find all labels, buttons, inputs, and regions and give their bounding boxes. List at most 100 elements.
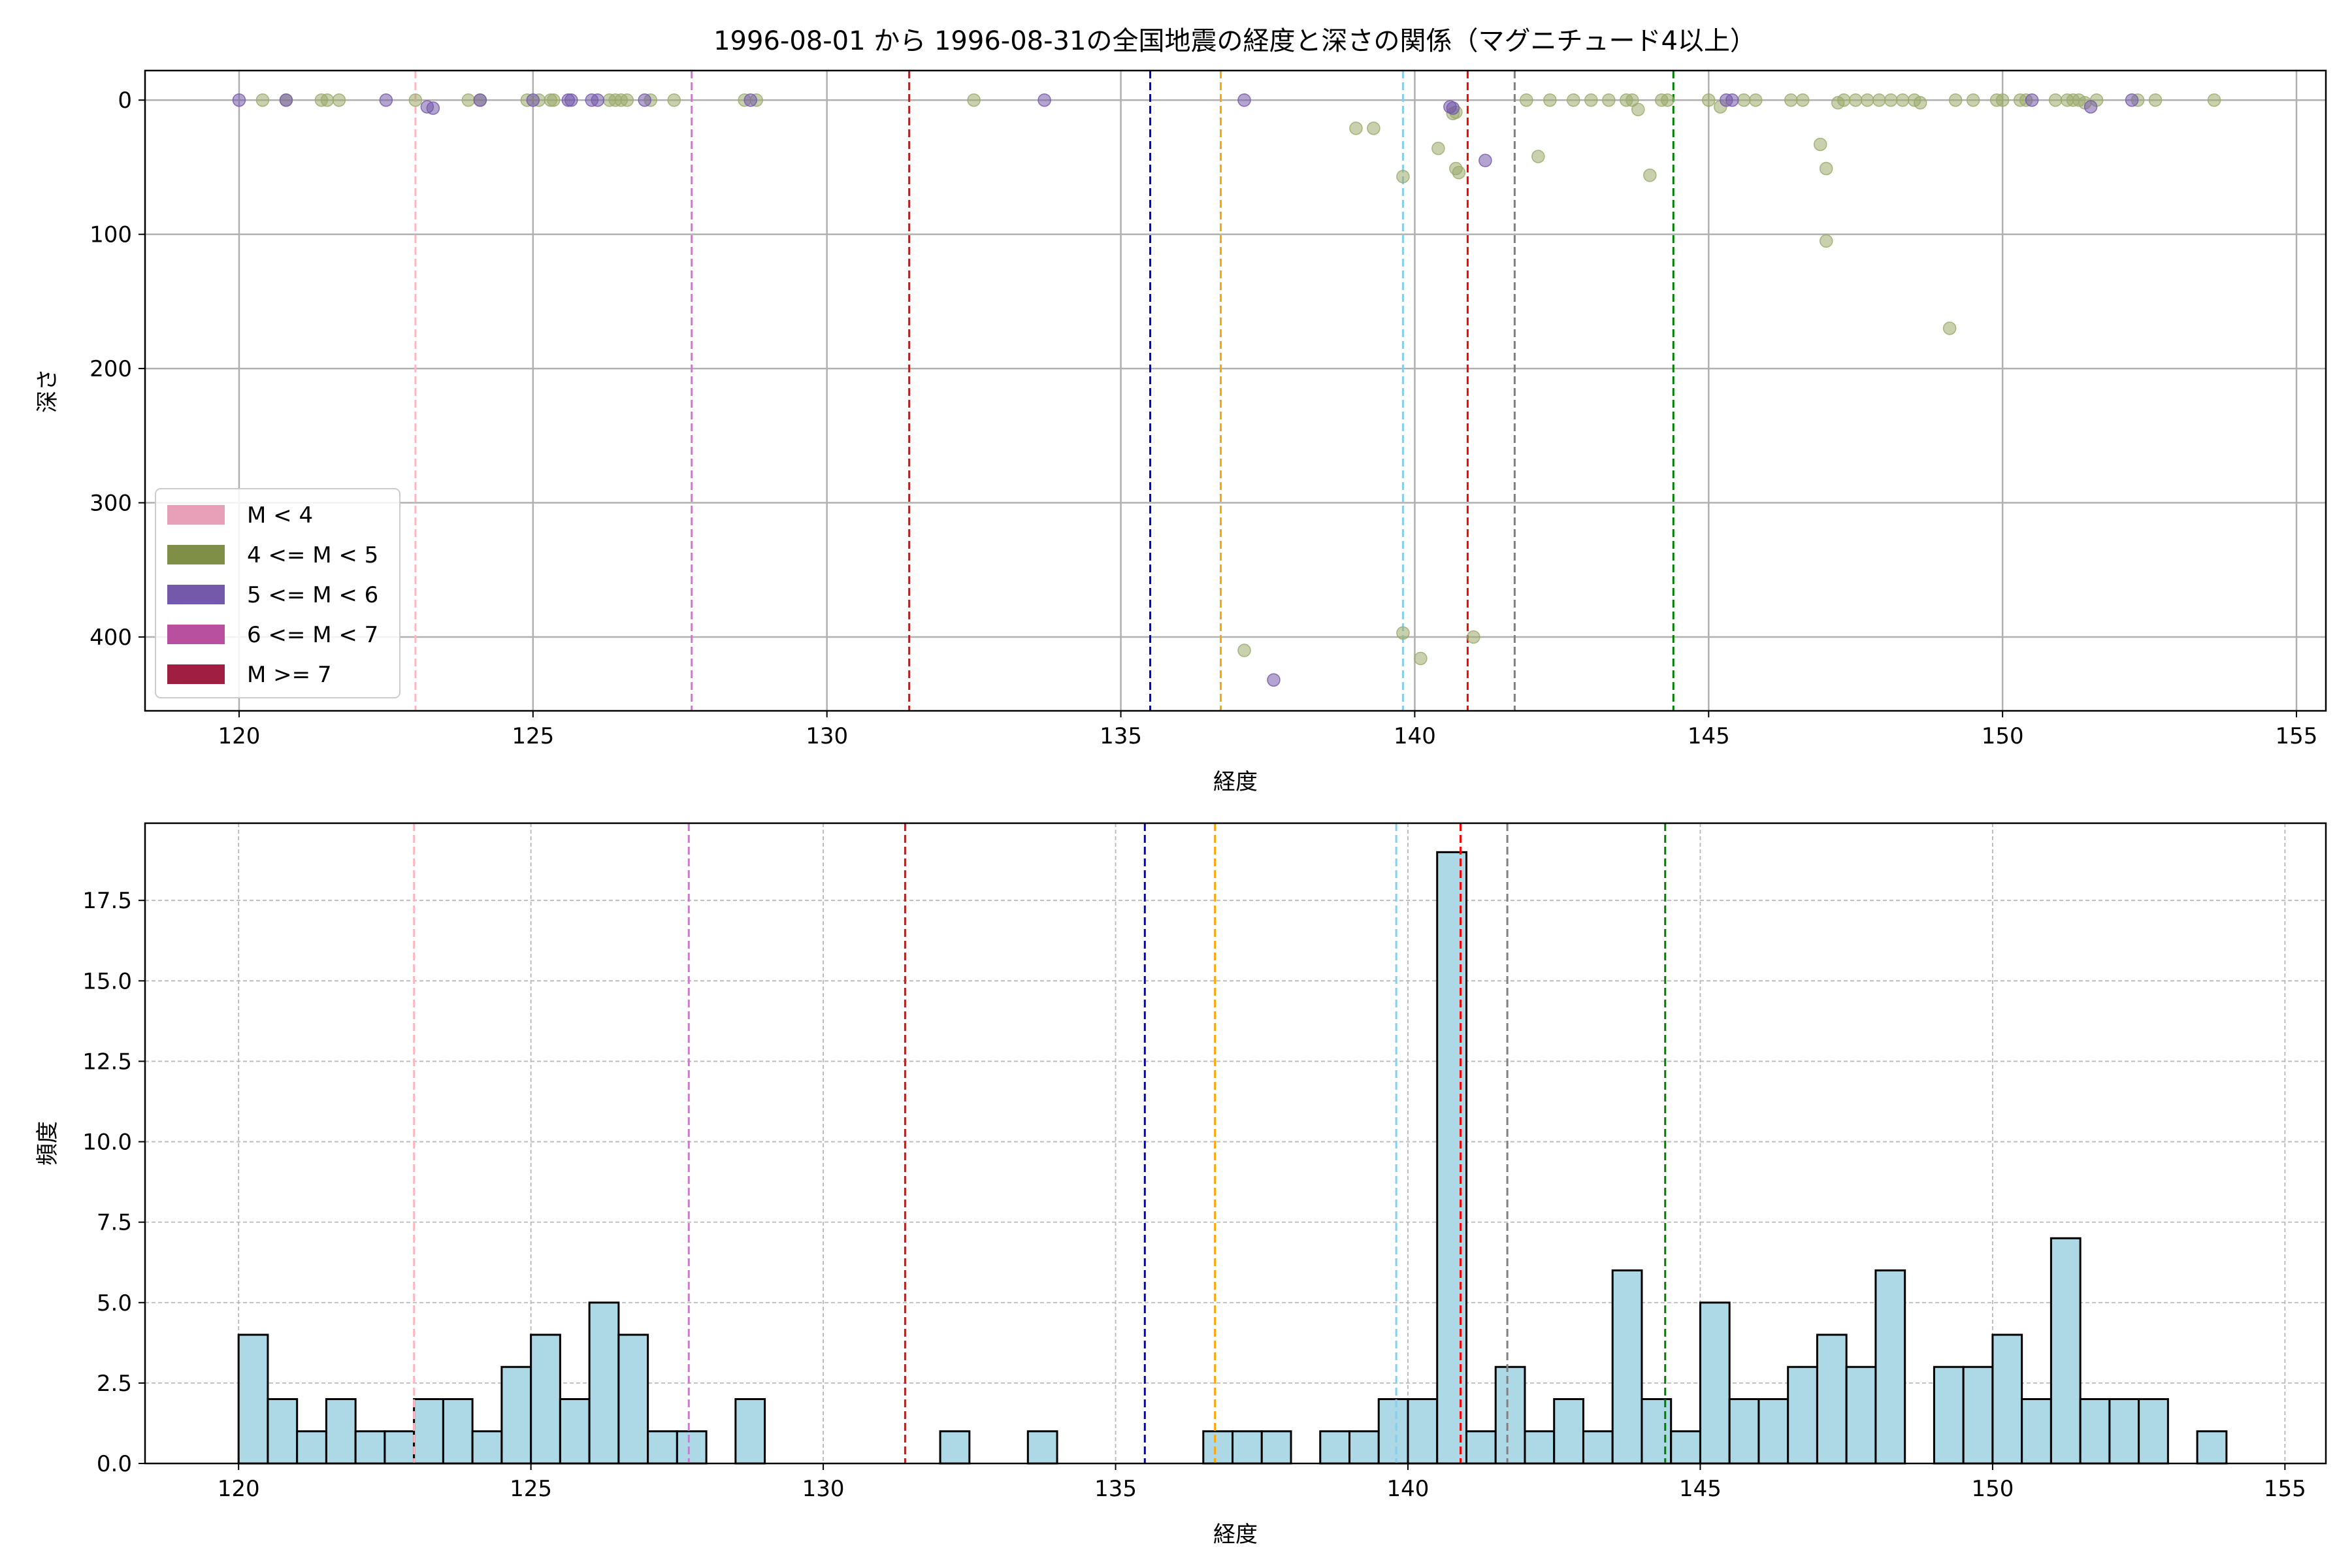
histogram-bar xyxy=(267,1398,299,1465)
histogram-bar xyxy=(1465,1430,1497,1465)
scatter-point xyxy=(1446,101,1460,115)
histogram-bar xyxy=(2108,1398,2140,1465)
histogram-bar xyxy=(296,1430,327,1465)
histogram-bar xyxy=(1962,1365,1994,1465)
scatter-point xyxy=(473,93,487,107)
x-tick-label: 140 xyxy=(1387,1476,1429,1502)
chart-title: 1996-08-01 から 1996-08-31の全国地震の経度と深さの関係（マ… xyxy=(713,26,1756,56)
histogram-bar xyxy=(588,1301,620,1465)
y-tick-label: 300 xyxy=(90,491,132,517)
y-tick-label: 10.0 xyxy=(82,1130,132,1156)
histogram-bar xyxy=(413,1398,444,1465)
scatter-point xyxy=(1396,170,1410,184)
histogram-bar xyxy=(1874,1269,1906,1465)
scatter-point xyxy=(2148,93,2163,107)
histogram-bar xyxy=(647,1430,678,1465)
histogram-bar xyxy=(2079,1398,2111,1465)
histogram-bar xyxy=(471,1430,503,1465)
histogram-bar xyxy=(1494,1365,1526,1465)
histogram-bar xyxy=(1260,1430,1292,1465)
histogram-bar xyxy=(325,1398,357,1465)
scatter-point xyxy=(1531,150,1545,163)
scatter-point xyxy=(255,93,270,107)
scatter-point xyxy=(332,93,346,107)
histogram-bar xyxy=(1991,1333,2023,1465)
histogram-bar xyxy=(676,1430,708,1465)
scatter-point xyxy=(667,93,681,107)
scatter-x-axis-label: 経度 xyxy=(1213,769,1258,795)
y-tick-label: 7.5 xyxy=(97,1210,132,1236)
scatter-point xyxy=(1895,93,1910,107)
x-tick-label: 140 xyxy=(1394,723,1436,749)
scatter-x-ticks: 120 125 130 135 140 145 150 155 xyxy=(218,711,2318,749)
scatter-point xyxy=(1237,93,1251,107)
histogram-bar xyxy=(500,1365,532,1465)
scatter-point xyxy=(1819,234,1833,248)
y-tick-label: 15.0 xyxy=(82,968,132,994)
x-tick-label: 155 xyxy=(2264,1476,2306,1502)
histogram-bar xyxy=(442,1398,474,1465)
scatter-point xyxy=(1467,630,1480,644)
histogram-bar xyxy=(1845,1365,1877,1465)
histogram-bar xyxy=(617,1333,649,1465)
legend-label-m-lt-4: M < 4 xyxy=(247,502,313,529)
histogram-bar xyxy=(1641,1398,1673,1465)
histogram-bar xyxy=(530,1333,561,1465)
histogram-bar xyxy=(1232,1430,1263,1465)
scatter-point xyxy=(1784,93,1798,107)
y-tick-label: 100 xyxy=(90,222,132,248)
histogram-reference-lines xyxy=(413,823,1667,1463)
scatter-point xyxy=(1848,93,1863,107)
scatter-point xyxy=(426,101,440,115)
scatter-point xyxy=(1520,93,1533,107)
scatter-point xyxy=(2125,93,2139,107)
histogram-bar xyxy=(1611,1269,1643,1465)
scatter-panel: 120 125 130 135 140 145 150 155 0 100 200 300 400 経… xyxy=(35,69,2327,795)
scatter-points xyxy=(232,93,2221,687)
scatter-point xyxy=(1737,93,1751,107)
x-tick-label: 145 xyxy=(1679,1476,1722,1502)
scatter-axes-frame xyxy=(144,69,2327,712)
scatter-point xyxy=(1913,96,1927,110)
scatter-point xyxy=(232,93,246,107)
x-tick-label: 135 xyxy=(1094,1476,1137,1502)
scatter-point xyxy=(1367,122,1380,135)
scatter-point xyxy=(1860,93,1874,107)
legend-swatch-m-ge-7 xyxy=(167,664,225,684)
histogram-bar xyxy=(1582,1430,1614,1465)
histogram-bar xyxy=(1933,1365,1965,1465)
x-tick-label: 135 xyxy=(1100,723,1142,749)
x-tick-label: 125 xyxy=(510,1476,552,1502)
scatter-point xyxy=(526,93,540,107)
scatter-y-axis-label: 深さ xyxy=(35,368,61,413)
histogram-y-axis-label: 頻度 xyxy=(35,1121,61,1166)
x-tick-label: 155 xyxy=(2276,723,2318,749)
histogram-bar xyxy=(1757,1398,1789,1465)
scatter-point xyxy=(967,93,981,107)
legend: M < 4 4 <= M < 5 5 <= M < 6 6 <= M < 7 M… xyxy=(155,488,400,698)
y-tick-label: 400 xyxy=(90,625,132,651)
legend-swatch-m-lt-4 xyxy=(167,505,225,525)
scatter-point xyxy=(620,93,634,107)
histogram-bar xyxy=(2021,1398,2052,1465)
scatter-point xyxy=(591,93,605,107)
scatter-point xyxy=(2025,93,2039,107)
histogram-bar xyxy=(1436,851,1467,1465)
histogram-bar xyxy=(939,1430,971,1465)
histogram-bar xyxy=(559,1398,591,1465)
scatter-point xyxy=(1942,321,1957,335)
scatter-point xyxy=(564,93,578,107)
x-tick-label: 125 xyxy=(512,723,554,749)
x-tick-label: 130 xyxy=(802,1476,845,1502)
scatter-point xyxy=(408,93,423,107)
histogram-bar xyxy=(1202,1430,1234,1465)
x-tick-label: 150 xyxy=(1971,1476,2014,1502)
scatter-point xyxy=(1414,651,1428,666)
scatter-point xyxy=(320,93,335,107)
scatter-point xyxy=(1567,93,1580,107)
histogram-bar xyxy=(1816,1333,1848,1465)
scatter-point xyxy=(279,93,293,107)
histogram-x-axis-label: 経度 xyxy=(1213,1522,1258,1548)
x-tick-label: 120 xyxy=(218,723,261,749)
histogram-bar xyxy=(1553,1398,1584,1465)
